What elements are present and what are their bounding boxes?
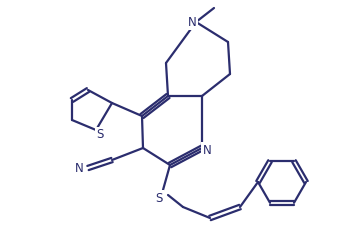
Text: N: N xyxy=(74,162,84,174)
Text: S: S xyxy=(155,191,163,204)
Text: N: N xyxy=(203,143,211,156)
Text: N: N xyxy=(188,15,196,29)
Text: S: S xyxy=(96,128,104,141)
